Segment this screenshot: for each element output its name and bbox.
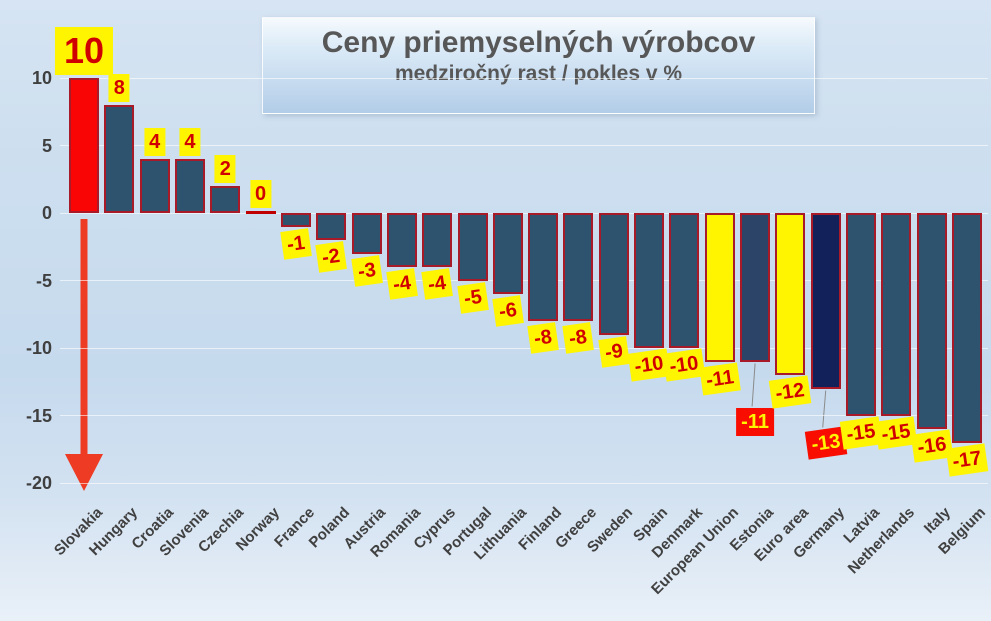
bar-netherlands — [881, 213, 912, 416]
value-label-czechia: 2 — [214, 155, 236, 183]
value-label-estonia: -11 — [736, 407, 774, 436]
value-label-france: -1 — [280, 227, 312, 260]
bar-spain — [634, 213, 665, 348]
bar-finland — [528, 213, 559, 321]
value-label-finland: -8 — [527, 322, 559, 354]
bar-slovenia — [174, 159, 205, 213]
gridline--20 — [60, 482, 988, 484]
leader-line-estonia — [751, 363, 756, 407]
gridline-0 — [60, 212, 988, 214]
gridline--15 — [60, 415, 988, 416]
y-tick-label: 0 — [41, 203, 52, 223]
y-tick-label: -10 — [25, 338, 52, 358]
bar-greece — [563, 213, 594, 321]
y-tick-label: -5 — [35, 270, 52, 291]
bar-slovakia — [69, 78, 99, 213]
value-label-hungary: 8 — [108, 74, 130, 102]
bar-hungary — [104, 105, 135, 213]
bar-austria — [351, 213, 382, 254]
down-arrow-head — [65, 454, 103, 491]
gridline-10 — [60, 77, 988, 79]
y-tick-label: 10 — [31, 68, 52, 88]
value-label-sweden: -9 — [598, 335, 630, 368]
bar-lithuania — [492, 213, 523, 294]
value-label-austria: -3 — [350, 254, 383, 287]
gridline--5 — [60, 280, 988, 281]
bar-belgium — [952, 213, 982, 443]
chart-title-box: Ceny priemyselných výrobcov medziročný r… — [262, 17, 815, 114]
bar-euro-area — [775, 213, 806, 375]
bar-estonia — [740, 213, 771, 362]
gridline--10 — [60, 347, 988, 349]
value-label-norway: 0 — [250, 180, 272, 208]
bar-norway — [245, 211, 276, 214]
value-label-lithuania: -6 — [492, 295, 524, 327]
bar-romania — [386, 213, 417, 267]
gridline-5 — [60, 145, 988, 146]
value-label-cyprus: -4 — [421, 268, 453, 300]
bar-croatia — [139, 159, 170, 213]
value-label-european-union: -11 — [699, 362, 741, 395]
bar-italy — [916, 213, 947, 429]
bar-czechia — [210, 186, 241, 213]
bar-cyprus — [422, 213, 453, 267]
bar-sweden — [598, 213, 629, 335]
bar-portugal — [457, 213, 488, 281]
value-label-greece: -8 — [562, 322, 595, 354]
value-label-euro-area: -12 — [769, 375, 812, 409]
chart-subtitle: medziročný rast / pokles v % — [394, 62, 683, 85]
bar-france — [280, 213, 311, 227]
y-tick-label: -20 — [25, 473, 52, 493]
bar-poland — [316, 213, 347, 240]
bar-latvia — [846, 213, 877, 416]
chart-title: Ceny priemyselných výrobcov — [321, 26, 756, 59]
value-label-croatia: 4 — [144, 128, 166, 156]
y-tick-label: 5 — [41, 135, 52, 156]
bar-denmark — [669, 213, 700, 348]
value-label-romania: -4 — [386, 268, 418, 300]
value-label-poland: -2 — [315, 241, 347, 273]
bar-european-union — [704, 213, 735, 362]
y-tick-label: -15 — [25, 405, 52, 426]
value-label-slovenia: 4 — [179, 128, 201, 156]
value-label-slovakia: 10 — [54, 27, 114, 75]
value-label-denmark: -10 — [663, 348, 706, 382]
value-label-belgium: -17 — [945, 442, 989, 477]
value-label-portugal: -5 — [456, 281, 489, 314]
leader-line-germany — [822, 390, 827, 428]
bar-germany — [810, 213, 841, 389]
